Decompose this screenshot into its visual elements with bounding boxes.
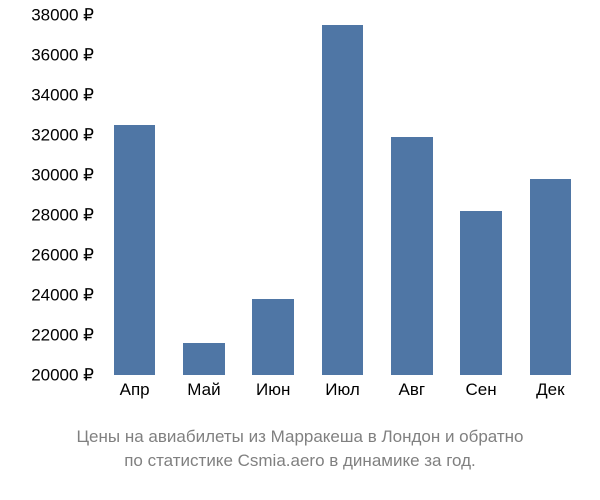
y-tick-label: 20000 ₽ (31, 367, 94, 384)
bar (252, 299, 294, 375)
y-tick-label: 36000 ₽ (31, 47, 94, 64)
x-tick-label: Сен (466, 380, 497, 400)
bar (322, 25, 364, 375)
price-chart: 20000 ₽ 22000 ₽ 24000 ₽ 26000 ₽ 28000 ₽ 30000… (0, 0, 600, 500)
y-tick-label: 24000 ₽ (31, 287, 94, 304)
x-tick-label: Май (187, 380, 220, 400)
x-axis-ticks: Апр Май Июн Июл Авг Сен Дек (100, 380, 585, 410)
x-tick-label: Июл (325, 380, 360, 400)
bar (183, 343, 225, 375)
bar (114, 125, 156, 375)
bars-container (100, 15, 585, 375)
y-tick-label: 26000 ₽ (31, 247, 94, 264)
y-tick-label: 34000 ₽ (31, 87, 94, 104)
chart-caption: Цены на авиабилеты из Марракеша в Лондон… (0, 425, 600, 473)
bar (460, 211, 502, 375)
bar (391, 137, 433, 375)
x-tick-label: Июн (256, 380, 290, 400)
bar (530, 179, 572, 375)
y-tick-label: 28000 ₽ (31, 207, 94, 224)
y-tick-label: 32000 ₽ (31, 127, 94, 144)
y-axis-ticks: 20000 ₽22000 ₽24000 ₽26000 ₽28000 ₽30000… (0, 15, 94, 375)
x-tick-label: Апр (120, 380, 150, 400)
x-tick-label: Дек (536, 380, 564, 400)
x-tick-label: Авг (398, 380, 425, 400)
caption-line-2: по статистике Csmia.aero в динамике за г… (0, 449, 600, 473)
plot-area (100, 15, 585, 375)
y-tick-label: 38000 ₽ (31, 7, 94, 24)
caption-line-1: Цены на авиабилеты из Марракеша в Лондон… (0, 425, 600, 449)
y-tick-label: 22000 ₽ (31, 327, 94, 344)
y-tick-label: 30000 ₽ (31, 167, 94, 184)
